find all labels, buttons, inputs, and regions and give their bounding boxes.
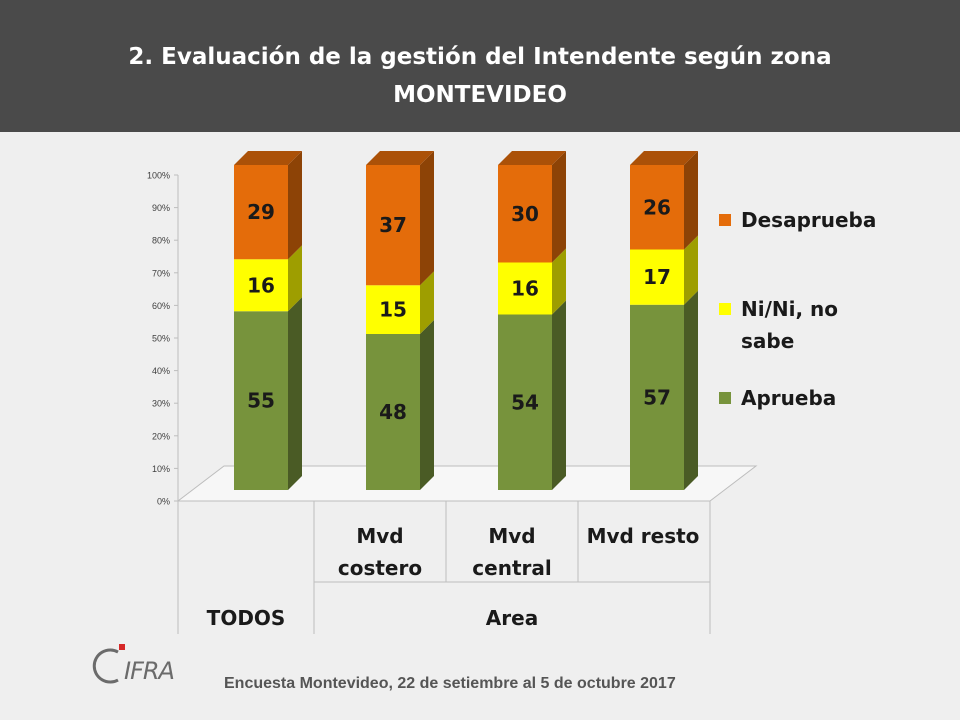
category-table: Mvd costero Mvd central Mvd resto TODOS Area (177, 501, 711, 634)
logo-text: IFRA (124, 657, 174, 685)
data-label: 57 (643, 385, 671, 409)
bar-group: 54 16 30 (498, 151, 566, 490)
bar-group: 48 15 37 (366, 151, 434, 490)
bar-segment-top (498, 151, 566, 165)
y-tick-label: 50% (152, 334, 170, 344)
bar-group: 55 16 29 (234, 151, 302, 490)
y-tick-label: 100% (147, 171, 170, 181)
bar-segment (630, 249, 684, 305)
bars: 55 16 29 48 15 37 54 16 30 57 17 26 (234, 151, 698, 490)
bar-segment (366, 334, 420, 490)
data-label: 29 (247, 200, 275, 224)
bar-segment-side (288, 151, 302, 260)
bar-group: 57 17 26 (630, 151, 698, 490)
bar-segment-side (420, 151, 434, 286)
y-tick-label: 90% (152, 203, 170, 213)
category-label: central (472, 556, 551, 580)
page-subtitle: MONTEVIDEO (393, 82, 567, 108)
legend-label: Ni/Ni, no (741, 297, 838, 321)
bar-segment-side (684, 151, 698, 250)
group-label-area: Area (486, 606, 538, 630)
bar-segment-top (234, 151, 302, 165)
legend-swatch (719, 214, 731, 226)
bar-segment-side (288, 245, 302, 312)
data-label: 37 (379, 213, 407, 237)
bar-segment (234, 259, 288, 312)
y-tick-label: 70% (152, 268, 170, 278)
y-tick-label: 40% (152, 366, 170, 376)
y-tick-label: 80% (152, 236, 170, 246)
legend-label: Aprueba (741, 386, 836, 410)
bar-segment (630, 304, 684, 490)
cifra-logo: IFRA (92, 644, 175, 685)
bar-segment-top (630, 151, 698, 165)
category-label: Mvd resto (587, 524, 700, 548)
footer-note: Encuesta Montevideo, 22 de setiembre al … (224, 675, 676, 692)
legend-swatch (719, 303, 731, 315)
data-label: 48 (379, 400, 407, 424)
bar-segment (234, 165, 288, 260)
y-tick-label: 0% (157, 497, 170, 507)
bar-segment (498, 165, 552, 263)
category-label: costero (338, 556, 422, 580)
bar-segment-side (420, 320, 434, 490)
y-tick-label: 60% (152, 301, 170, 311)
bar-segment-top (366, 151, 434, 165)
category-label: Mvd (488, 524, 535, 548)
bar-segment-side (420, 271, 434, 334)
bar-segment-side (684, 235, 698, 305)
bar-segment (498, 314, 552, 490)
bar-segment (234, 311, 288, 490)
legend-swatch (719, 392, 731, 404)
y-tick-label: 30% (152, 399, 170, 409)
data-label: 16 (511, 277, 539, 301)
group-label-todos: TODOS (207, 606, 286, 630)
bar-segment-side (552, 248, 566, 315)
y-tick-label: 10% (152, 464, 170, 474)
logo-c-arc (92, 648, 119, 684)
bar-segment-side (552, 300, 566, 490)
floor-plane (176, 465, 758, 502)
data-label: 26 (643, 195, 671, 219)
chart-floor (176, 465, 758, 502)
legend: Desaprueba Ni/Ni, no sabe Aprueba (719, 208, 876, 410)
legend-label: sabe (741, 329, 794, 353)
y-tick-label: 20% (152, 431, 170, 441)
bar-segment (366, 285, 420, 334)
bar-segment (630, 165, 684, 250)
data-label: 54 (511, 390, 539, 414)
category-label: Mvd (356, 524, 403, 548)
data-label: 15 (379, 298, 407, 322)
bar-segment (366, 165, 420, 286)
data-label: 16 (247, 273, 275, 297)
data-label: 30 (511, 202, 539, 226)
page-title: 2. Evaluación de la gestión del Intenden… (128, 44, 832, 70)
bar-segment-side (684, 290, 698, 490)
data-label: 17 (643, 265, 671, 289)
bar-segment-side (288, 297, 302, 490)
legend-label: Desaprueba (741, 208, 876, 232)
bar-segment-side (552, 151, 566, 263)
bar-segment (498, 262, 552, 315)
header-bar (0, 0, 960, 132)
data-label: 55 (247, 389, 275, 413)
y-axis: 0% 10% 20% 30% 40% 50% 60% 70% 80% 90% 100% (147, 171, 179, 507)
logo-red-square (119, 644, 125, 650)
